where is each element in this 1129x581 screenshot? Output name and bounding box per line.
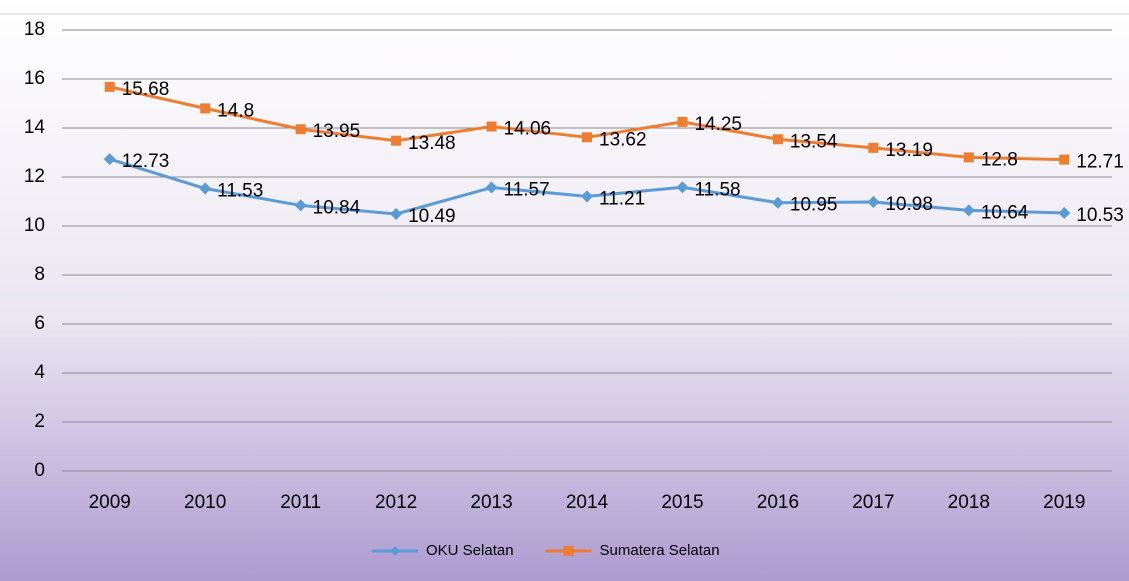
- x-tick-label: 2019: [1043, 492, 1085, 513]
- marker: [963, 152, 974, 163]
- marker: [295, 124, 306, 135]
- x-tick-label: 2017: [852, 492, 894, 513]
- data-label: 14.8: [217, 100, 254, 121]
- marker: [294, 199, 307, 212]
- marker: [563, 546, 574, 556]
- marker: [772, 134, 783, 145]
- x-tick-label: 2011: [280, 492, 321, 513]
- data-label: 10.95: [790, 195, 838, 216]
- data-label: 12.73: [122, 151, 170, 172]
- y-tick-label: 12: [24, 166, 45, 187]
- marker: [391, 135, 402, 146]
- marker: [199, 182, 212, 195]
- data-label: 12.71: [1076, 152, 1124, 173]
- y-tick-label: 4: [34, 362, 45, 383]
- marker: [390, 546, 400, 556]
- data-label: 11.58: [694, 179, 740, 200]
- marker: [677, 116, 688, 127]
- x-tick-label: 2014: [566, 492, 609, 513]
- marker: [103, 153, 116, 166]
- y-tick-label: 18: [24, 19, 45, 40]
- x-tick-label: 2009: [89, 492, 131, 513]
- y-tick-label: 8: [34, 264, 45, 285]
- legend-label: OKU Selatan: [426, 542, 514, 559]
- marker: [1059, 154, 1070, 165]
- legend-label: Sumatera Selatan: [600, 542, 720, 559]
- marker: [485, 181, 498, 194]
- x-tick-label: 2012: [375, 492, 417, 513]
- x-tick-label: 2013: [470, 492, 512, 513]
- y-tick-label: 2: [34, 411, 45, 432]
- data-label: 13.62: [599, 129, 647, 150]
- data-label: 10.84: [313, 197, 361, 218]
- marker: [676, 181, 689, 194]
- marker: [868, 142, 879, 153]
- data-label: 14.25: [694, 114, 742, 135]
- marker: [390, 207, 403, 220]
- y-tick-label: 10: [24, 215, 45, 236]
- data-label: 13.48: [408, 133, 456, 154]
- data-label: 10.49: [408, 206, 456, 227]
- y-tick-label: 14: [24, 117, 46, 138]
- marker: [582, 132, 592, 143]
- y-tick-label: 16: [24, 68, 45, 89]
- marker: [1058, 207, 1071, 220]
- marker: [771, 196, 784, 209]
- data-label: 14.06: [504, 119, 552, 140]
- data-label: 10.64: [981, 202, 1029, 223]
- x-tick-label: 2015: [661, 492, 703, 513]
- marker: [104, 81, 115, 92]
- data-label: 10.98: [885, 194, 933, 215]
- data-label: 15.68: [122, 79, 170, 100]
- marker: [581, 190, 593, 203]
- data-label: 13.95: [313, 121, 361, 142]
- x-tick-label: 2010: [184, 492, 226, 513]
- y-tick-label: 0: [34, 460, 45, 481]
- data-label: 11.21: [599, 188, 645, 209]
- data-label: 11.57: [504, 180, 550, 201]
- x-tick-label: 2018: [948, 492, 990, 513]
- data-label: 13.54: [790, 131, 838, 152]
- data-label: 13.19: [885, 140, 933, 161]
- data-label: 11.53: [217, 181, 263, 202]
- marker: [486, 121, 497, 132]
- marker: [962, 204, 975, 217]
- marker: [867, 195, 880, 208]
- marker: [200, 103, 211, 114]
- data-label: 12.8: [981, 149, 1018, 170]
- data-label: 10.53: [1076, 205, 1124, 226]
- x-tick-label: 2016: [757, 492, 799, 513]
- y-tick-label: 6: [34, 313, 45, 334]
